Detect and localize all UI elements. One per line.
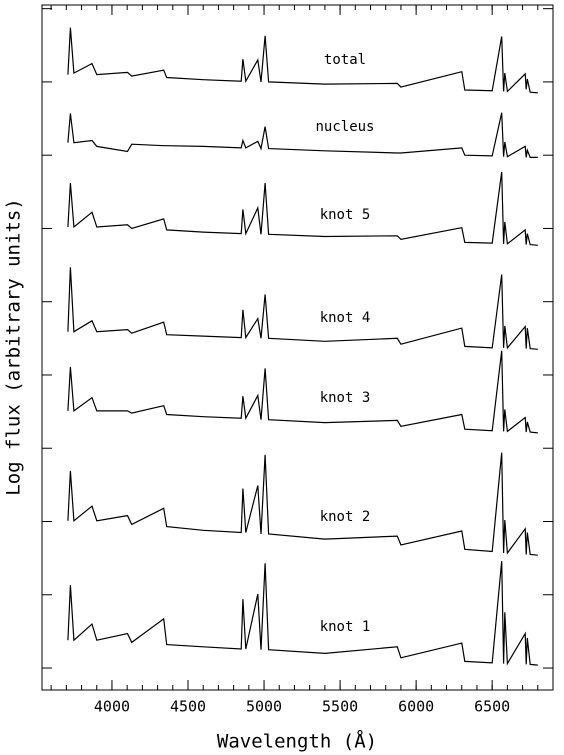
spectrum-line <box>67 171 538 246</box>
spectrum-line <box>67 267 538 350</box>
x-tick-label: 6500 <box>474 698 510 716</box>
spectrum-line <box>67 112 538 158</box>
spectrum-line <box>67 452 538 556</box>
series-label: total <box>324 52 366 68</box>
spectrum-line <box>67 561 538 666</box>
x-tick-label: 5500 <box>322 698 358 716</box>
x-tick-label: 5000 <box>246 698 282 716</box>
series-label: knot 5 <box>320 207 371 223</box>
series-label: knot 1 <box>320 619 371 635</box>
spectrum-line <box>67 27 538 94</box>
plot-frame <box>41 4 554 691</box>
series-label: knot 2 <box>320 509 371 525</box>
series-label: knot 4 <box>320 310 371 326</box>
series-label: nucleus <box>315 119 374 135</box>
y-axis-label: Log flux (arbitrary units) <box>3 198 25 495</box>
x-tick-label: 4000 <box>94 698 130 716</box>
spectrum-line <box>67 350 538 434</box>
x-tick-label: 6000 <box>398 698 434 716</box>
x-axis-label: Wavelength (Å) <box>217 730 377 753</box>
x-tick-label: 4500 <box>170 698 206 716</box>
series-label: knot 3 <box>320 390 371 406</box>
